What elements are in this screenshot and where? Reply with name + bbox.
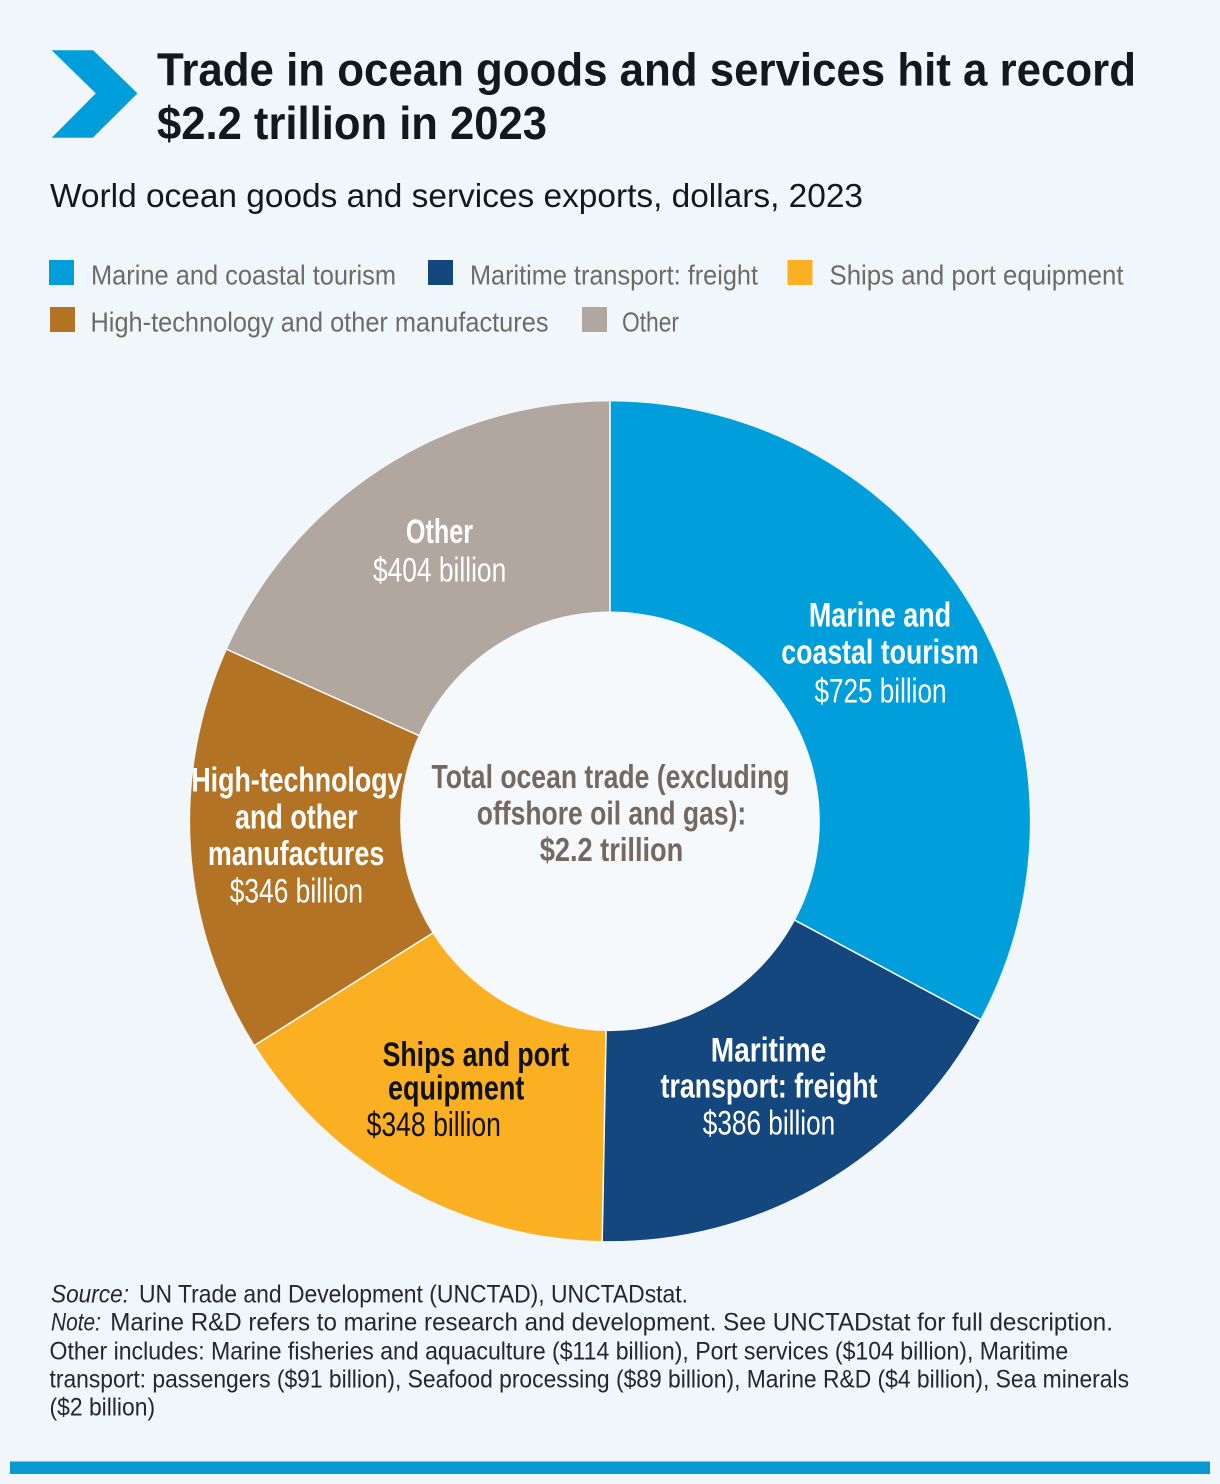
svg-text:Other: Other xyxy=(622,307,679,338)
svg-text:$725 billion: $725 billion xyxy=(815,673,947,711)
svg-text:$404 billion: $404 billion xyxy=(373,552,506,590)
svg-text:UN Trade and Development (UNCT: UN Trade and Development (UNCTAD), UNCTA… xyxy=(139,1281,688,1309)
svg-text:equipment: equipment xyxy=(388,1070,524,1108)
svg-text:Marine and coastal tourism: Marine and coastal tourism xyxy=(91,260,396,291)
svg-text:High-technology: High-technology xyxy=(191,762,402,800)
svg-text:transport: passengers ($91 bil: transport: passengers ($91 billion), Sea… xyxy=(50,1365,1130,1393)
svg-text:Maritime transport: freight: Maritime transport: freight xyxy=(470,260,758,291)
svg-text:Marine R&D refers to marine re: Marine R&D refers to marine research and… xyxy=(110,1309,1113,1337)
svg-text:Ships and port equipment: Ships and port equipment xyxy=(830,260,1124,291)
svg-text:Other: Other xyxy=(406,513,473,551)
svg-text:$346 billion: $346 billion xyxy=(230,873,363,911)
svg-text:Note:: Note: xyxy=(51,1309,101,1337)
svg-text:High-technology and other manu: High-technology and other manufactures xyxy=(91,307,549,338)
svg-text:Trade in ocean goods and servi: Trade in ocean goods and services hit a … xyxy=(157,44,1136,96)
svg-text:World ocean goods and services: World ocean goods and services exports, … xyxy=(50,177,863,214)
svg-text:$348 billion: $348 billion xyxy=(367,1106,501,1144)
svg-text:offshore oil and gas):: offshore oil and gas): xyxy=(477,795,747,832)
svg-text:and other: and other xyxy=(235,799,358,837)
svg-text:Maritime: Maritime xyxy=(711,1031,826,1069)
svg-text:coastal tourism: coastal tourism xyxy=(781,633,978,671)
svg-text:Ships and port: Ships and port xyxy=(383,1036,570,1074)
svg-text:manufactures: manufactures xyxy=(208,835,384,873)
svg-text:$2.2 trillion in 2023: $2.2 trillion in 2023 xyxy=(157,97,547,149)
svg-text:($2 billion): ($2 billion) xyxy=(50,1393,156,1421)
svg-text:Marine and: Marine and xyxy=(809,597,951,635)
svg-text:transport: freight: transport: freight xyxy=(661,1067,878,1105)
svg-text:$2.2 trillion: $2.2 trillion xyxy=(540,831,684,868)
svg-text:Other includes: Marine fisheri: Other includes: Marine fisheries and aqu… xyxy=(50,1337,1069,1365)
svg-text:Source:: Source: xyxy=(51,1281,129,1309)
svg-text:$386 billion: $386 billion xyxy=(703,1105,836,1143)
svg-text:Total ocean trade (excluding: Total ocean trade (excluding xyxy=(432,758,790,795)
